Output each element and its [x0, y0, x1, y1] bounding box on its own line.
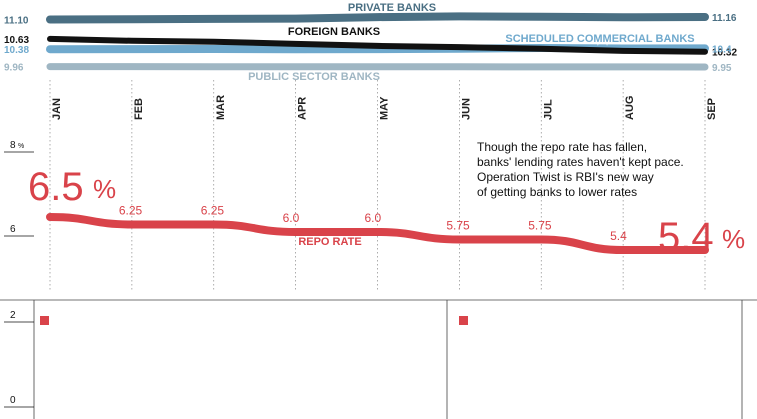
annotation: Though the repo rate has fallen,banks' l… — [477, 140, 684, 199]
repo-value-jul: 5.75 — [528, 219, 552, 233]
repo-value-aug: 5.4 — [610, 229, 627, 243]
end-value-scheduled-commercial-banks: 10.4 — [712, 44, 732, 55]
month-label-mar: MAR — [215, 95, 227, 120]
series-label-public-sector-banks: PUBLIC SECTOR BANKS — [248, 71, 380, 83]
repo-value-jan: 6.5 — [28, 165, 84, 209]
bank-line-private-banks — [46, 12, 709, 24]
legend-marker-left — [40, 316, 49, 325]
month-label-may: MAY — [379, 96, 391, 120]
legend-markers — [40, 316, 468, 325]
month-label-aug: AUG — [624, 96, 636, 120]
annotation-line-1: Though the repo rate has fallen, — [477, 140, 647, 154]
repo-value-jun: 5.75 — [446, 219, 470, 233]
bank-line-foreign-banks — [47, 35, 708, 55]
start-value-scheduled-commercial-banks: 10.38 — [4, 45, 29, 56]
start-value-public-sector-banks: 9.96 — [4, 63, 24, 74]
repo-pct-sep: % — [722, 224, 745, 254]
repo-value-sep: 5.4 — [658, 215, 714, 259]
annotation-line-3: Operation Twist is RBI's new way — [477, 170, 654, 184]
repo-pct-jan: % — [93, 174, 116, 204]
repo-value-apr: 6.0 — [283, 211, 300, 225]
series-label-repo-rate: REPO RATE — [298, 236, 361, 248]
y-tick-label-8: 8 — [10, 140, 16, 151]
y-tick-unit-8: % — [18, 143, 24, 150]
month-label-apr: APR — [297, 97, 309, 120]
month-label-jul: JUL — [542, 99, 554, 120]
legend-marker-right — [459, 316, 468, 325]
annotation-line-2: banks' lending rates haven't kept pace. — [477, 155, 684, 169]
month-label-jun: JUN — [460, 98, 472, 120]
end-value-public-sector-banks: 9.95 — [712, 63, 732, 74]
month-label-feb: FEB — [133, 98, 145, 120]
series-label-foreign-banks: FOREIGN BANKS — [288, 26, 380, 38]
repo-rate-line — [46, 213, 709, 255]
repo-rate-series: 6.5 %6.25 6.256.0 6.05.75 5.755.4 5.4 %REPO RA… — [28, 165, 745, 259]
bank-rate-lines: 11.10 11.16 10.63 10.32 10.38 10.4 9.96 9.95 PRI… — [4, 2, 737, 83]
annotation-line-4: of getting banks to lower rates — [477, 185, 637, 199]
month-labels: JAN FEB MAR APR MAY JUN JUL AUG SEP — [51, 95, 718, 120]
y-tick-label-0: 0 — [10, 395, 16, 406]
series-label-scheduled-commercial-banks: SCHEDULED COMMERCIAL BANKS — [505, 33, 694, 45]
y-axis-ticks: 8 % 6 2 0 — [4, 140, 34, 408]
grid — [0, 80, 757, 419]
start-value-private-banks: 11.10 — [4, 16, 29, 27]
repo-value-may: 6.0 — [365, 211, 382, 225]
end-value-foreign-banks: 10.32 — [712, 48, 737, 59]
series-label-private-banks: PRIVATE BANKS — [348, 2, 436, 14]
y-tick-label-2: 2 — [10, 310, 16, 321]
start-value-foreign-banks: 10.63 — [4, 35, 29, 46]
month-label-jan: JAN — [51, 98, 63, 120]
repo-value-mar: 6.25 — [201, 204, 225, 218]
y-tick-label-6: 6 — [10, 224, 16, 235]
end-value-private-banks: 11.16 — [712, 13, 737, 24]
month-label-sep: SEP — [706, 98, 718, 120]
repo-value-feb: 6.25 — [119, 204, 143, 218]
